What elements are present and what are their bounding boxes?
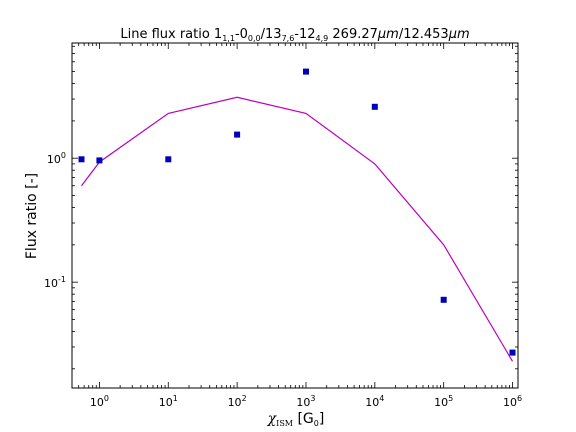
y-tick-label: 10-1 [44, 275, 66, 290]
x-tick-label: 100 [90, 394, 109, 409]
data-point-marker [509, 349, 516, 356]
tick-base: 10 [44, 277, 58, 290]
tick-base: 10 [503, 396, 517, 409]
title-part: /12.453 [399, 27, 449, 42]
title-part: /13 [261, 27, 282, 42]
data-point-marker [303, 68, 309, 75]
y-tick-label: 100 [47, 151, 66, 166]
tick-base: 10 [90, 396, 104, 409]
x-axis-label: χISM [G0] [267, 411, 325, 428]
title-subscript: 0,0 [248, 34, 261, 43]
data-point-marker [165, 156, 172, 163]
title-unit: μm [448, 27, 470, 42]
tick-exponent: 2 [242, 394, 247, 403]
x-tick-label: 101 [159, 394, 178, 409]
tick-exponent: 6 [517, 394, 522, 403]
tick-exponent: 0 [61, 151, 66, 160]
x-label-subscript: ISM [276, 419, 293, 428]
y-axis-label: Flux ratio [-] [24, 173, 40, 259]
x-tick-label: 102 [228, 394, 247, 409]
tick-base: 10 [159, 396, 173, 409]
tick-exponent: 3 [310, 394, 315, 403]
x-tick-label: 103 [296, 394, 315, 409]
title-subscript: 1,1 [222, 34, 235, 43]
model-line [81, 96, 514, 362]
title-part: -0 [235, 27, 248, 42]
chart-title: Line flux ratio 11,1-00,0/137,6-124,9 26… [120, 27, 469, 43]
tick-exponent: 0 [104, 394, 109, 403]
tick-exponent: 1 [173, 394, 178, 403]
tick-base: 10 [434, 396, 448, 409]
data-point-marker [371, 103, 378, 110]
tick-exponent: -1 [58, 275, 66, 284]
tick-base: 10 [228, 396, 242, 409]
title-part: -12 [294, 27, 315, 42]
tick-exponent: 4 [379, 394, 384, 403]
tick-base: 10 [296, 396, 310, 409]
title-unit: μm [377, 27, 399, 42]
x-tick-label: 106 [503, 394, 522, 409]
title-part: Line flux ratio 1 [120, 27, 222, 42]
title-subscript: 7,6 [282, 34, 295, 43]
data-point-marker [96, 157, 103, 164]
x-label-part: [G [293, 411, 314, 427]
x-label-subscript: 0 [314, 419, 319, 428]
title-subscript: 4,9 [316, 34, 329, 43]
x-label-part: ] [319, 411, 324, 427]
tick-base: 10 [365, 396, 379, 409]
x-tick-label: 104 [365, 394, 384, 409]
tick-base: 10 [47, 153, 61, 166]
x-tick-label: 105 [434, 394, 453, 409]
data-point-marker [440, 296, 447, 303]
x-label-chi: χ [267, 411, 278, 427]
data-point-marker [234, 131, 241, 138]
title-part: 269.27 [328, 27, 378, 42]
tick-exponent: 5 [448, 394, 453, 403]
data-point-marker [78, 156, 85, 163]
